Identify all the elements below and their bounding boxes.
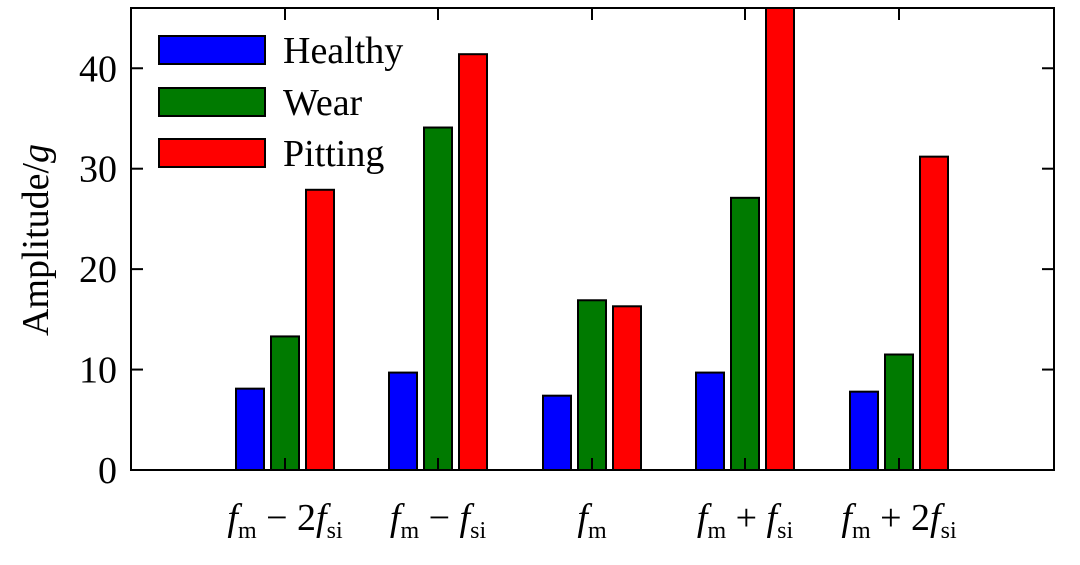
x-tick-label-3: fm + fsi [697,497,794,544]
legend: Healthy Wear Pitting [158,30,403,175]
bar-pitting-1 [458,53,488,471]
y-tick-label-0: 0 [98,450,117,492]
bar-pitting-2 [612,305,642,471]
x-tick-label-1: fm − fsi [390,497,487,544]
legend-swatch-wear [158,87,266,117]
bar-wear-0 [270,335,300,472]
bar-pitting-4 [919,155,949,472]
bar-wear-3 [730,196,760,471]
bar-wear-1 [423,126,453,471]
y-axis-label: Amplitude/g [15,144,57,336]
axes-group [130,7,1055,471]
legend-label-wear: Wear [283,82,363,124]
legend-label-pitting: Pitting [283,133,384,175]
bar-pitting-0 [305,188,335,471]
bar-healthy-4 [849,390,879,471]
bar-wear-4 [884,353,914,471]
bar-healthy-2 [542,394,572,471]
y-ticks-group: 0 10 20 30 40 [79,48,1054,492]
y-tick-label-10: 10 [79,350,117,392]
x-tick-label-0: fm − 2fsi [227,497,343,544]
y-axis-label-text: Amplitude/ [15,163,57,337]
bar-wear-2 [577,299,607,472]
bar-pitting-3 [765,7,795,471]
x-tick-label-4: fm + 2fsi [841,497,957,544]
y-tick-label-40: 40 [79,48,117,90]
legend-swatch-pitting [158,138,266,168]
y-axis-label-unit: g [15,144,57,163]
bar-healthy-1 [388,371,418,471]
bars-group [235,7,949,472]
bar-healthy-3 [695,371,725,471]
legend-swatch-healthy [158,35,266,65]
legend-label-healthy: Healthy [283,30,403,72]
bar-healthy-0 [235,387,265,471]
y-tick-label-20: 20 [79,249,117,291]
y-tick-label-30: 30 [79,149,117,191]
x-tick-label-2: fm [577,497,607,544]
x-tick-labels-group: fm − 2fsi fm − fsi fm fm + fsi fm + 2fsi [227,497,957,544]
